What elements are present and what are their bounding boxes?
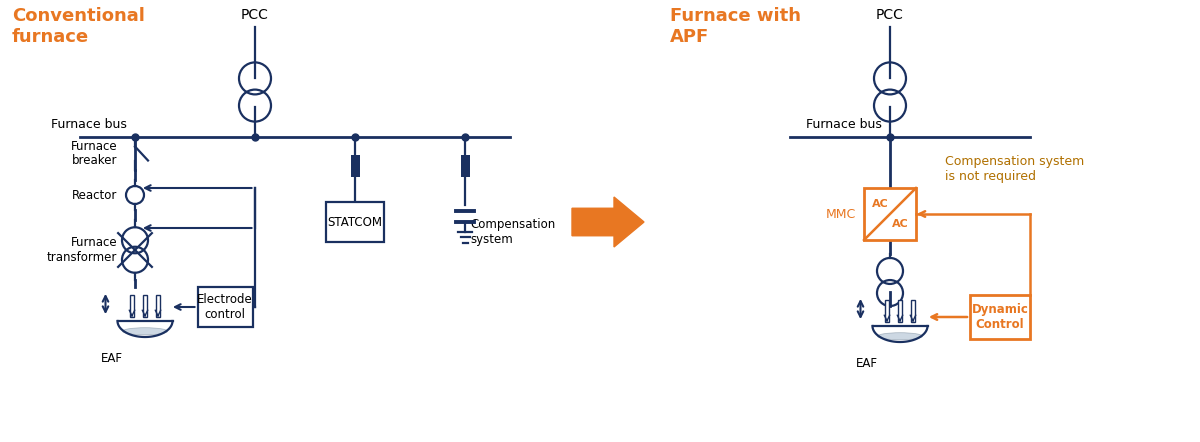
Text: Furnace
transformer: Furnace transformer [47,236,118,264]
Text: Conventional
furnace: Conventional furnace [12,7,145,46]
Text: Furnace with
APF: Furnace with APF [670,7,802,46]
Bar [911,300,914,322]
FancyBboxPatch shape [970,295,1030,339]
Text: Compensation
system: Compensation system [470,218,556,246]
Text: EAF: EAF [101,352,124,365]
Bar [886,300,889,322]
Text: AC: AC [871,199,888,209]
FancyBboxPatch shape [326,202,384,242]
Text: Reactor: Reactor [72,188,118,202]
Text: Furnace
breaker: Furnace breaker [71,140,118,168]
Bar [461,155,469,177]
FancyBboxPatch shape [198,287,252,327]
Text: Dynamic
Control: Dynamic Control [972,303,1028,331]
Ellipse shape [877,333,923,340]
Text: Furnace bus: Furnace bus [806,118,882,131]
Text: EAF: EAF [856,357,878,370]
Bar [350,155,360,177]
Bar [131,295,133,317]
Text: MMC: MMC [826,207,856,221]
Text: AC: AC [892,219,908,229]
Bar [143,295,146,317]
Bar [156,295,160,317]
Text: Furnace bus: Furnace bus [52,118,127,131]
Bar [899,300,901,322]
Text: Compensation system
is not required: Compensation system is not required [946,155,1085,183]
FancyArrow shape [572,197,644,247]
Text: PCC: PCC [241,8,269,22]
Text: PCC: PCC [876,8,904,22]
Ellipse shape [122,328,168,335]
Text: Electrode
control: Electrode control [197,293,253,321]
Text: STATCOM: STATCOM [328,216,383,229]
FancyBboxPatch shape [864,188,916,240]
